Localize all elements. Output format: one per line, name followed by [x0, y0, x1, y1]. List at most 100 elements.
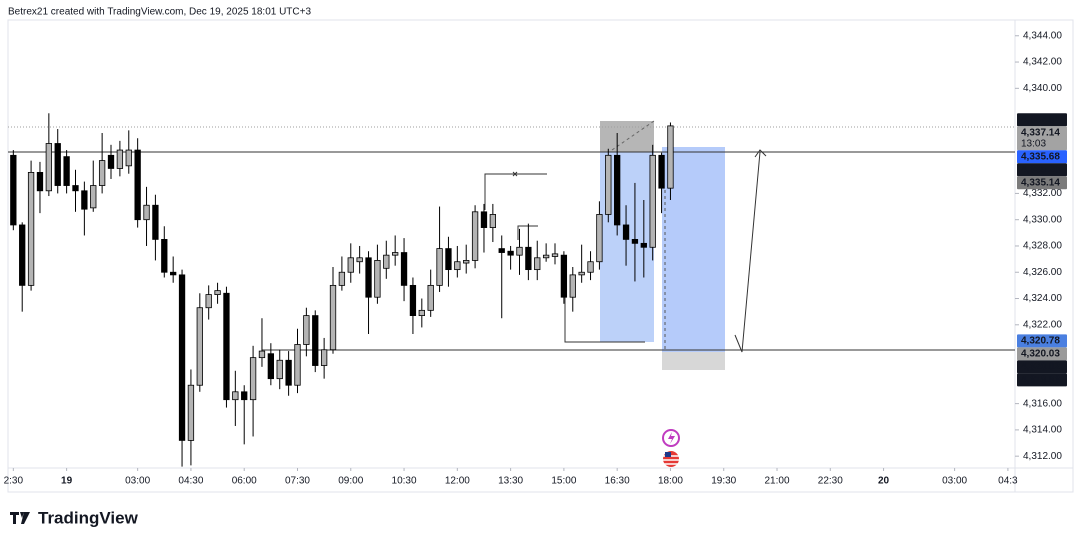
- candle-body: [116, 149, 124, 169]
- candle-body: [81, 190, 88, 210]
- price-flag-label: 4,320.02: [1021, 361, 1060, 372]
- event-icon-bolt: [668, 432, 675, 444]
- candle-body: [667, 125, 674, 189]
- candle-body: [498, 248, 505, 253]
- y-tick-label: 4,322.00: [1023, 319, 1062, 330]
- candle-body: [36, 171, 44, 192]
- candle-body: [418, 309, 425, 317]
- x-tick-label: 04:3: [998, 476, 1018, 487]
- candle-body: [205, 294, 212, 309]
- candle-body: [143, 204, 150, 221]
- y-tick-label: 4,324.00: [1023, 293, 1062, 304]
- candle-body: [587, 261, 594, 273]
- x-tick-label: 20: [878, 476, 890, 487]
- candle-body: [267, 353, 275, 380]
- x-tick-label: 18:00: [658, 476, 683, 487]
- candle-body: [525, 246, 532, 271]
- candle-body: [223, 292, 230, 401]
- candle-body: [631, 239, 639, 244]
- candle-body: [427, 284, 434, 311]
- x-tick-label: 09:00: [338, 476, 363, 487]
- marks: [10, 113, 674, 467]
- x-tick-label: 13:30: [498, 476, 523, 487]
- x-tick-label: 22:30: [818, 476, 843, 487]
- candle-body: [285, 359, 292, 386]
- y-tick-label: 4,312.00: [1023, 451, 1062, 462]
- candle-body: [152, 204, 159, 240]
- candle-body: [542, 254, 550, 259]
- candle-body: [454, 261, 461, 271]
- candle-body: [161, 239, 168, 273]
- dashed-line: [611, 120, 655, 151]
- candle-body: [178, 274, 186, 441]
- stop-zone: [662, 352, 725, 370]
- candle-body: [125, 149, 132, 167]
- candle-body: [134, 149, 141, 221]
- y-tick-label: 4,332.00: [1023, 188, 1062, 199]
- price-flag: [1017, 334, 1067, 348]
- y-tick-label: 4,344.00: [1023, 30, 1062, 41]
- axis: 4,344.00 4,342.00 4,340.00 4,332.00 4,330.00…: [4, 30, 1067, 487]
- candle-body: [303, 315, 310, 345]
- candle-body: [551, 253, 559, 257]
- candle-body: [392, 252, 399, 256]
- price-flag-label: 4,337.61: [1021, 114, 1060, 125]
- logo-mark: [10, 512, 30, 524]
- candle-body: [356, 257, 363, 263]
- candle-body: [241, 391, 248, 401]
- candle-body: [578, 271, 585, 276]
- projection-arrow: [734, 151, 761, 353]
- candle-body: [72, 185, 79, 192]
- price-flag-label: 4,320.78: [1021, 335, 1060, 346]
- candle-body: [614, 154, 621, 226]
- x-tick-label: 10:30: [392, 476, 417, 487]
- candle-body: [622, 224, 630, 240]
- y-tick-label: 4,328.00: [1023, 241, 1062, 252]
- candle-body: [258, 350, 266, 359]
- marker-line: [517, 225, 538, 240]
- candle-body: [196, 307, 203, 386]
- x-tick-label: 12:00: [445, 476, 470, 487]
- candle-body: [569, 274, 576, 298]
- candle-body: [480, 211, 488, 228]
- candle-body: [489, 214, 497, 228]
- candle-body: [605, 154, 612, 215]
- candle-body: [409, 284, 417, 317]
- candle-body: [27, 171, 35, 286]
- marker-x: [512, 171, 518, 177]
- candle-body: [320, 349, 328, 366]
- x-tick-label: 03:00: [942, 476, 967, 487]
- candle-body: [436, 248, 443, 286]
- candle-body: [98, 160, 106, 186]
- candle-body: [365, 257, 372, 298]
- x-tick-label: 15:00: [551, 476, 576, 487]
- candle-body: [214, 290, 221, 295]
- price-flag: [1017, 176, 1067, 190]
- x-tick-label: 16:30: [605, 476, 630, 487]
- logo-group: TradingView: [10, 508, 139, 527]
- y-tick-label: 4,342.00: [1023, 57, 1062, 68]
- y-tick-label: 4,330.00: [1023, 214, 1062, 225]
- price-flag: [1017, 150, 1067, 164]
- price-flag: [1017, 126, 1067, 151]
- candle-body: [507, 250, 514, 256]
- candle-body: [170, 271, 177, 276]
- candle-body: [374, 260, 381, 298]
- y-tick-label: 4,314.00: [1023, 425, 1062, 436]
- price-flag-countdown: 13:03: [1021, 138, 1046, 149]
- candle-body: [463, 260, 470, 264]
- stop-zone: [600, 121, 654, 152]
- candle-body: [400, 252, 408, 286]
- price-flag: [1017, 113, 1067, 127]
- candle-body: [338, 271, 346, 286]
- candle-body: [54, 143, 61, 186]
- candle-body: [347, 257, 354, 273]
- x-tick-label: 19:30: [711, 476, 736, 487]
- candle-body: [294, 344, 301, 386]
- candle-body: [383, 254, 390, 269]
- candle-body: [10, 154, 17, 226]
- candle-body: [90, 185, 97, 209]
- candle-body: [329, 284, 337, 351]
- chart-frame: [7, 19, 1074, 493]
